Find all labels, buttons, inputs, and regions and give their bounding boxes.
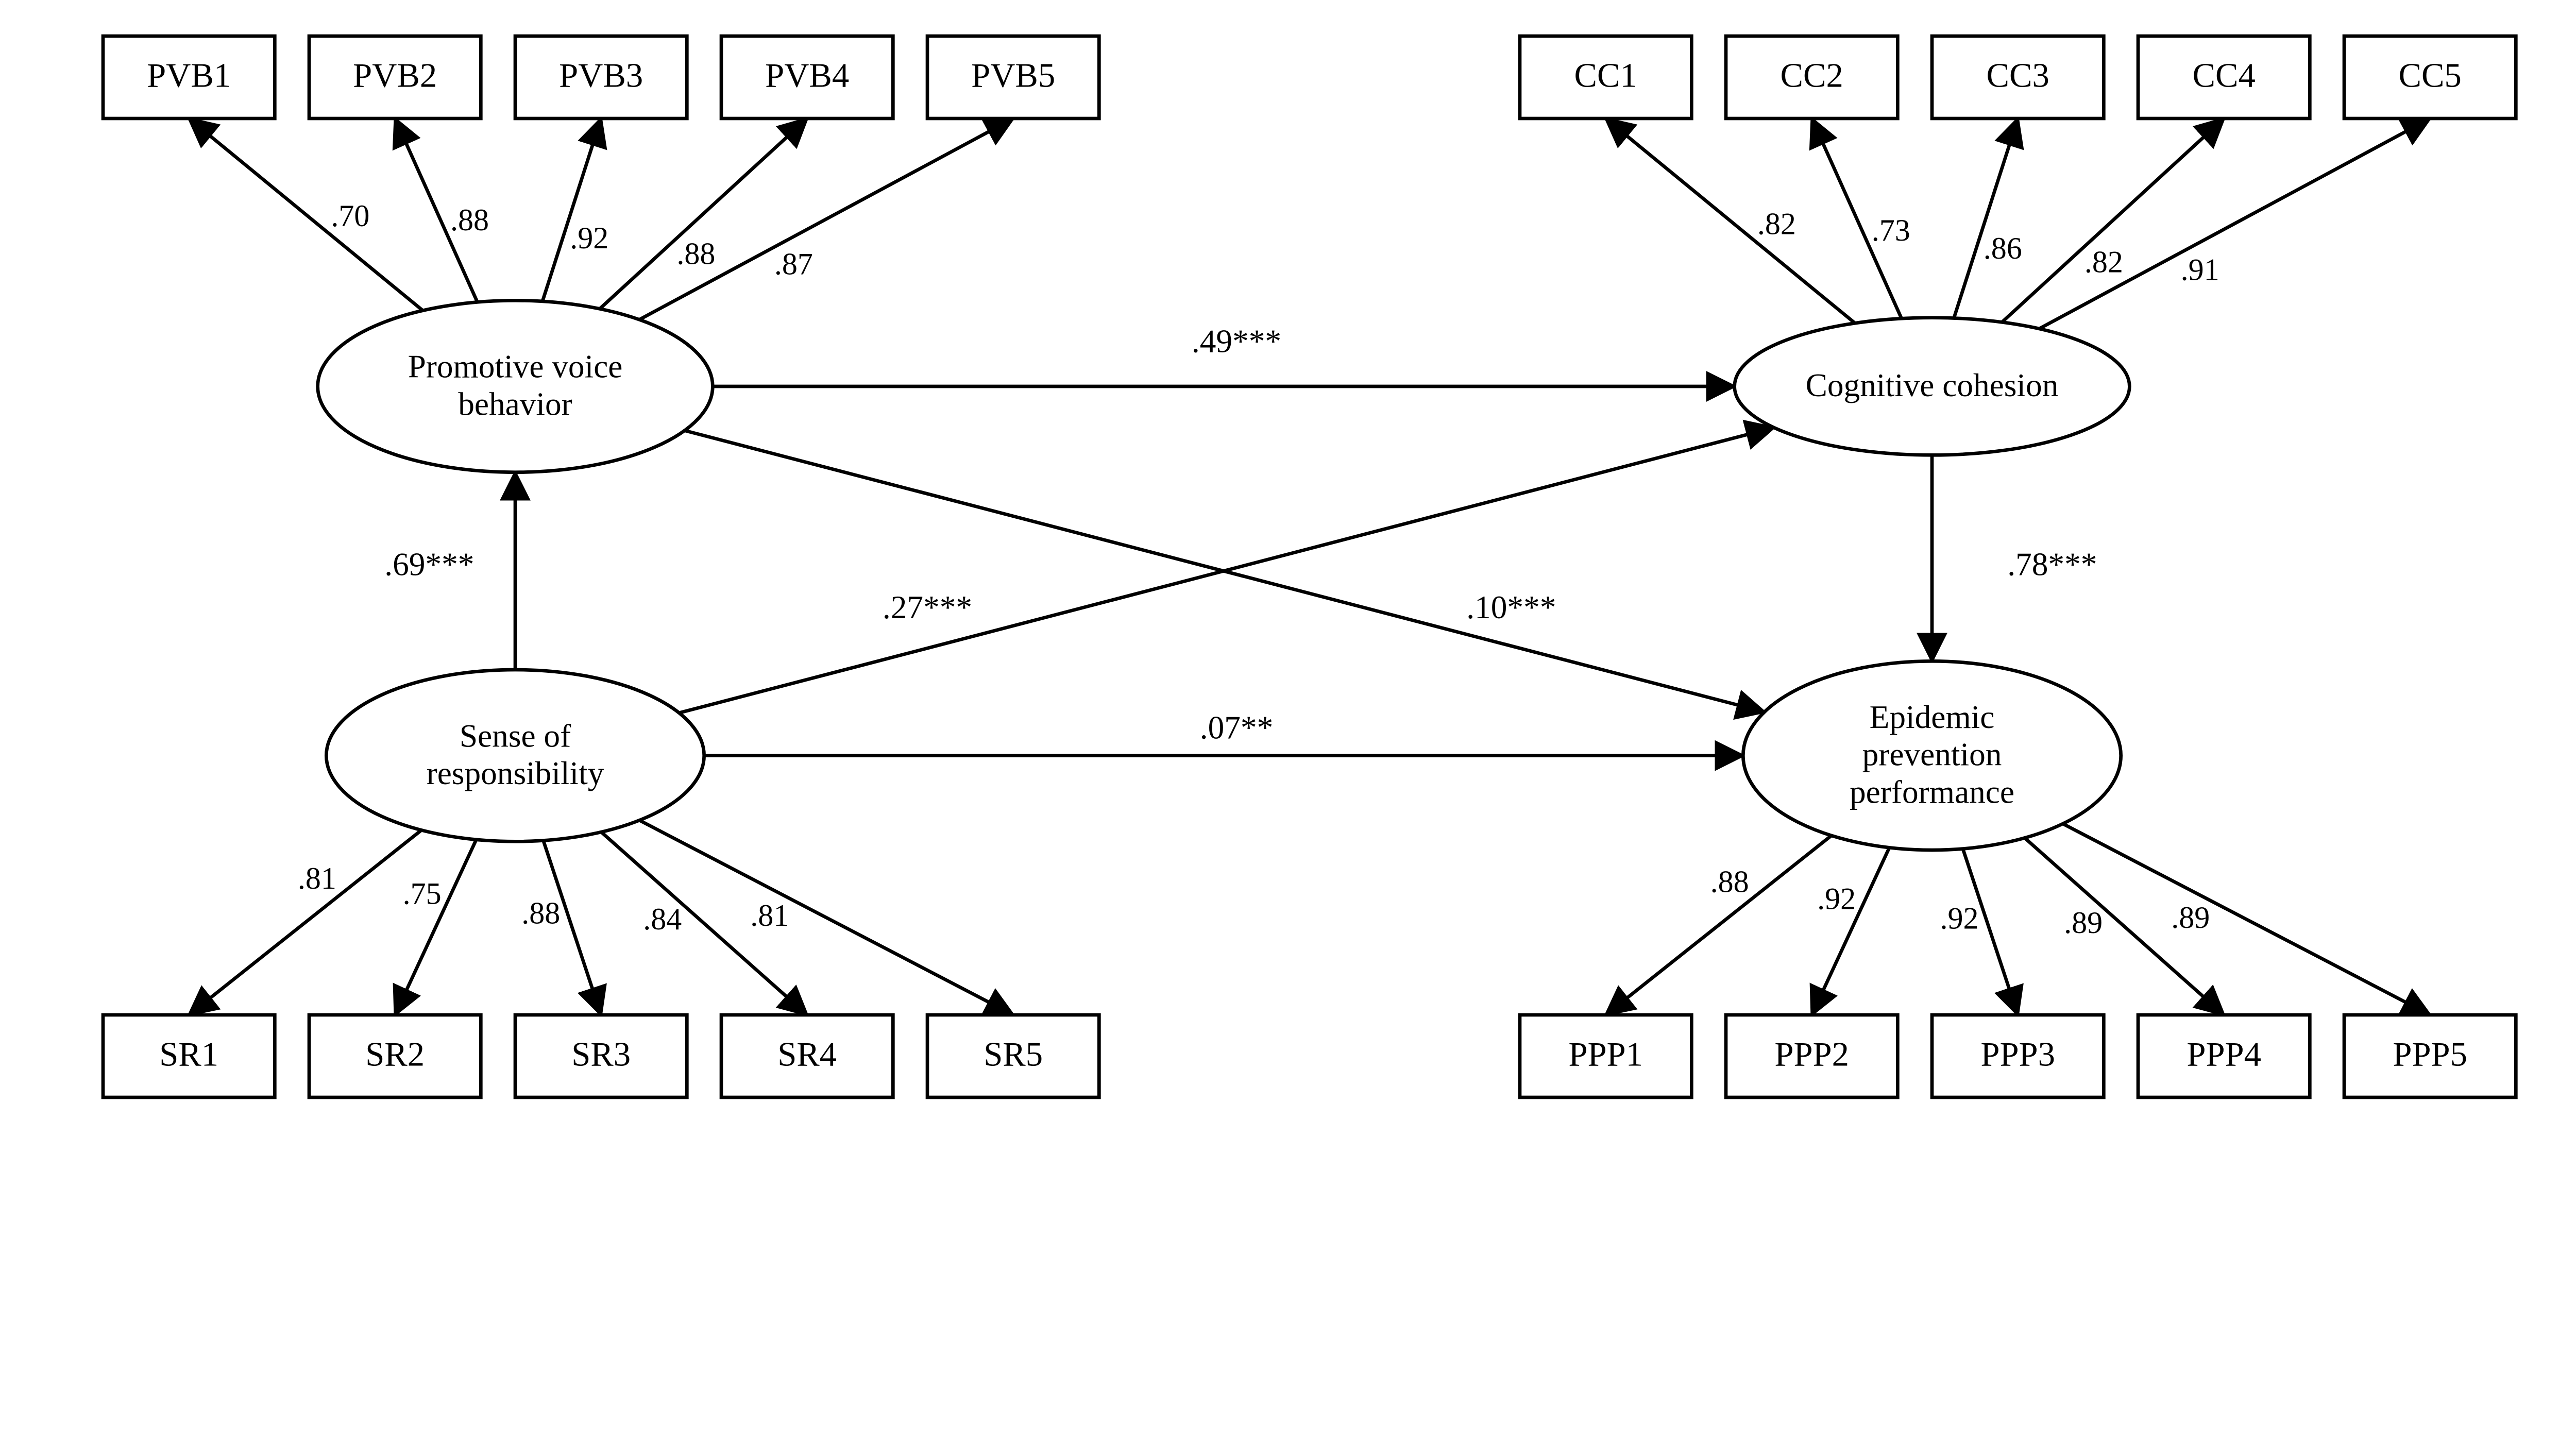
loading-value-ppp3: .92 bbox=[1940, 901, 1979, 935]
loading-value-cc1: .82 bbox=[1757, 207, 1796, 241]
loading-arrow-ppp1 bbox=[1606, 836, 1832, 1015]
indicator-label-cc3: CC3 bbox=[1987, 57, 2049, 95]
loading-value-ppp2: .92 bbox=[1817, 881, 1856, 915]
loading-value-pvb2: .88 bbox=[450, 203, 489, 237]
loading-arrow-pvb1 bbox=[189, 118, 423, 311]
indicator-label-sr3: SR3 bbox=[571, 1036, 631, 1074]
latent-label-sr-line1: responsibility bbox=[427, 755, 604, 791]
loading-arrow-ppp2 bbox=[1812, 847, 1890, 1015]
loading-arrow-cc5 bbox=[2039, 118, 2430, 329]
loading-value-sr3: .88 bbox=[521, 896, 560, 930]
indicator-label-ppp5: PPP5 bbox=[2393, 1036, 2467, 1074]
path-label-sr-to-epp: .07** bbox=[1200, 709, 1274, 745]
latent-label-pvb-line1: behavior bbox=[458, 386, 572, 422]
indicator-label-pvb3: PVB3 bbox=[559, 57, 643, 95]
latent-label-cc-line0: Cognitive cohesion bbox=[1806, 367, 2059, 403]
path-label-pvb-to-cc: .49*** bbox=[1192, 323, 1281, 359]
indicator-label-cc2: CC2 bbox=[1781, 57, 1843, 95]
loading-value-cc4: .82 bbox=[2084, 245, 2123, 279]
indicator-label-pvb2: PVB2 bbox=[353, 57, 437, 95]
loading-value-sr4: .84 bbox=[643, 902, 682, 936]
loading-value-cc3: .86 bbox=[1984, 231, 2022, 265]
latent-label-epp-line1: prevention bbox=[1862, 737, 2002, 773]
loading-arrow-cc4 bbox=[2002, 118, 2224, 322]
latent-label-pvb-line0: Promotive voice bbox=[408, 349, 623, 385]
indicator-label-cc1: CC1 bbox=[1574, 57, 1637, 95]
indicator-label-ppp4: PPP4 bbox=[2187, 1036, 2261, 1074]
latent-label-epp-line2: performance bbox=[1850, 774, 2014, 810]
path-label-cc-to-epp: .78*** bbox=[2007, 547, 2097, 583]
loading-value-pvb3: .92 bbox=[570, 221, 608, 255]
path-label-sr-to-pvb: .69*** bbox=[384, 547, 474, 583]
loading-value-ppp5: .89 bbox=[2171, 901, 2210, 935]
indicator-label-sr5: SR5 bbox=[984, 1036, 1043, 1074]
indicator-label-sr4: SR4 bbox=[777, 1036, 837, 1074]
indicator-label-sr2: SR2 bbox=[365, 1036, 425, 1074]
indicator-label-sr1: SR1 bbox=[159, 1036, 218, 1074]
indicator-label-cc4: CC4 bbox=[2193, 57, 2256, 95]
path-label-sr-to-cc: .27*** bbox=[883, 589, 972, 625]
indicator-label-pvb1: PVB1 bbox=[147, 57, 231, 95]
latent-label-sr-line0: Sense of bbox=[460, 718, 571, 754]
loading-value-ppp1: .88 bbox=[1710, 865, 1749, 899]
loading-value-ppp4: .89 bbox=[2064, 906, 2103, 940]
indicator-label-ppp3: PPP3 bbox=[1980, 1036, 2055, 1074]
loading-value-sr1: .81 bbox=[298, 861, 336, 895]
loading-value-sr5: .81 bbox=[750, 898, 789, 932]
loading-arrow-sr1 bbox=[189, 830, 421, 1015]
sem-diagram: Promotive voicebehavior Cognitive cohesio… bbox=[0, 0, 2576, 1133]
loading-arrow-cc1 bbox=[1606, 118, 1855, 323]
path-label-pvb-to-epp: .10*** bbox=[1466, 589, 1556, 625]
loading-arrow-cc3 bbox=[1954, 118, 2018, 318]
loading-value-cc5: .91 bbox=[2181, 253, 2219, 287]
loading-value-pvb1: .70 bbox=[331, 199, 369, 233]
indicator-label-pvb4: PVB4 bbox=[765, 57, 849, 95]
loading-value-sr2: .75 bbox=[403, 877, 442, 911]
loading-value-cc2: .73 bbox=[1872, 213, 1910, 247]
loading-arrow-sr2 bbox=[395, 840, 477, 1015]
indicator-label-ppp1: PPP1 bbox=[1568, 1036, 1643, 1074]
latent-label-epp-line0: Epidemic bbox=[1870, 699, 1995, 735]
indicator-label-pvb5: PVB5 bbox=[971, 57, 1055, 95]
loading-value-pvb4: .88 bbox=[676, 237, 715, 271]
loading-arrow-pvb3 bbox=[543, 118, 601, 301]
indicator-label-ppp2: PPP2 bbox=[1774, 1036, 1849, 1074]
indicator-label-cc5: CC5 bbox=[2399, 57, 2462, 95]
loading-value-pvb5: .87 bbox=[774, 247, 813, 281]
